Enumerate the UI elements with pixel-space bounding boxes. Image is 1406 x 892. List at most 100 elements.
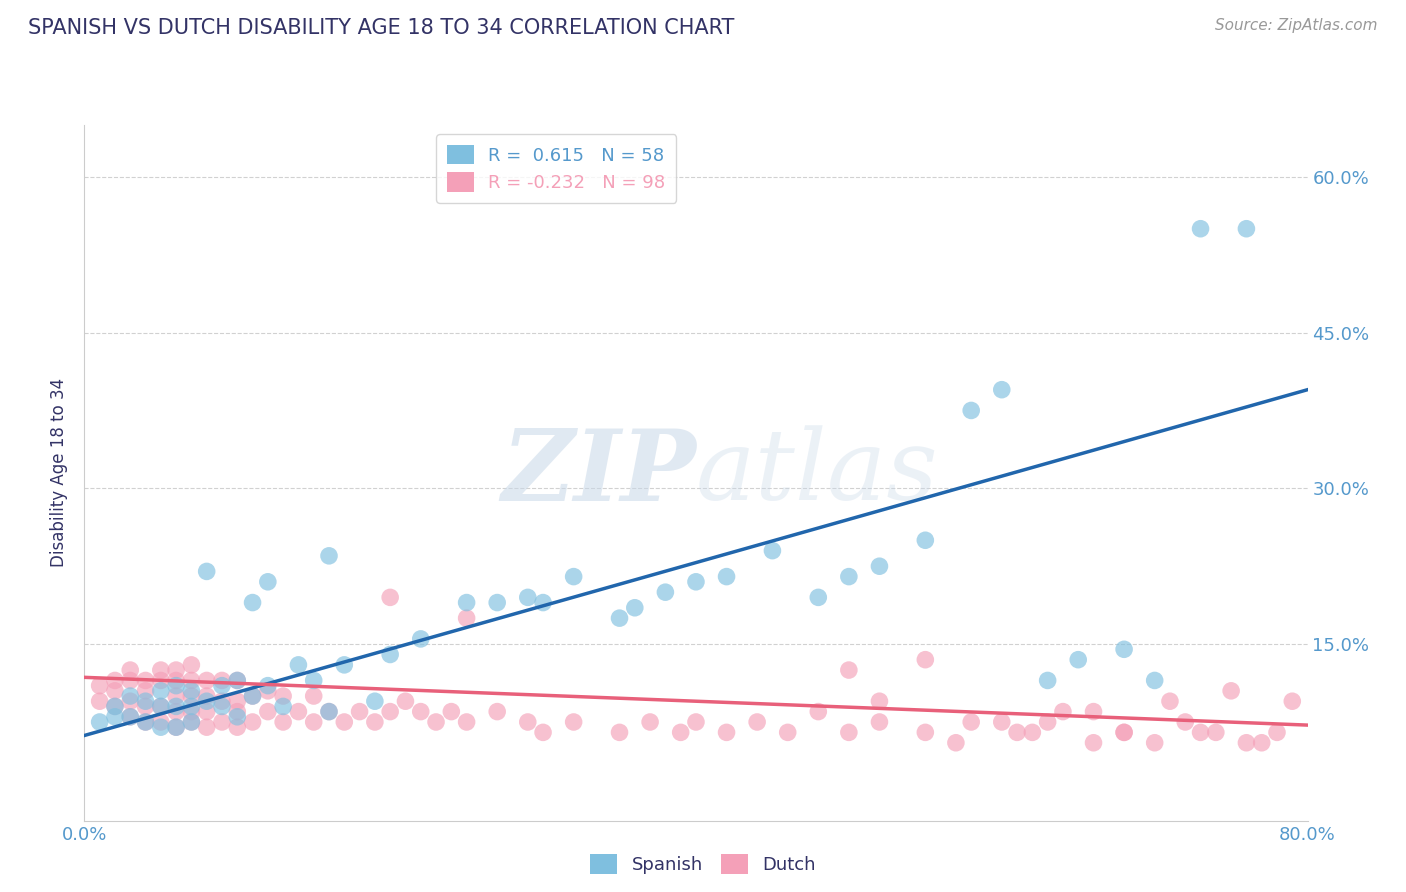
Point [1265, 725, 1288, 739]
Point [960, 403, 983, 417]
Point [638, 714, 661, 729]
Point [1189, 725, 1212, 739]
Point [1083, 736, 1105, 750]
Point [716, 569, 738, 583]
Point [1114, 725, 1136, 739]
Point [104, 673, 127, 688]
Point [394, 694, 416, 708]
Point [456, 611, 478, 625]
Point [104, 710, 127, 724]
Point [211, 714, 233, 729]
Point [1205, 725, 1227, 739]
Point [149, 673, 172, 688]
Y-axis label: Disability Age 18 to 34: Disability Age 18 to 34 [51, 378, 69, 567]
Point [807, 705, 830, 719]
Point [135, 714, 157, 729]
Point [180, 689, 202, 703]
Point [869, 559, 891, 574]
Point [869, 714, 891, 729]
Point [914, 533, 936, 548]
Point [609, 725, 631, 739]
Point [807, 591, 830, 605]
Point [211, 699, 233, 714]
Point [104, 699, 127, 714]
Point [195, 720, 218, 734]
Point [242, 596, 264, 610]
Point [1220, 683, 1243, 698]
Point [226, 694, 249, 708]
Point [120, 710, 142, 724]
Point [89, 694, 111, 708]
Point [180, 657, 202, 672]
Point [271, 714, 294, 729]
Point [333, 657, 356, 672]
Point [226, 710, 249, 724]
Point [242, 714, 264, 729]
Point [180, 673, 202, 688]
Point [380, 591, 402, 605]
Point [149, 720, 172, 734]
Point [747, 714, 769, 729]
Point [180, 699, 202, 714]
Point [562, 569, 585, 583]
Point [486, 596, 509, 610]
Point [1236, 736, 1258, 750]
Point [135, 694, 157, 708]
Point [838, 569, 860, 583]
Point [271, 699, 294, 714]
Point [318, 705, 340, 719]
Point [89, 714, 111, 729]
Point [1189, 221, 1212, 235]
Point [302, 714, 325, 729]
Point [531, 725, 554, 739]
Point [104, 699, 127, 714]
Point [838, 663, 860, 677]
Point [226, 720, 249, 734]
Legend: Spanish, Dutch: Spanish, Dutch [583, 847, 823, 881]
Point [104, 683, 127, 698]
Point [624, 600, 647, 615]
Point [257, 574, 280, 589]
Point [409, 632, 432, 646]
Point [135, 714, 157, 729]
Point [135, 673, 157, 688]
Point [1052, 705, 1074, 719]
Point [1281, 694, 1303, 708]
Legend: R =  0.615   N = 58, R = -0.232   N = 98: R = 0.615 N = 58, R = -0.232 N = 98 [436, 134, 676, 202]
Point [257, 679, 280, 693]
Point [149, 663, 172, 677]
Point [120, 689, 142, 703]
Point [440, 705, 463, 719]
Point [195, 689, 218, 703]
Point [302, 673, 325, 688]
Text: atlas: atlas [696, 425, 939, 520]
Point [516, 714, 538, 729]
Point [516, 591, 538, 605]
Point [120, 710, 142, 724]
Point [380, 705, 402, 719]
Point [180, 714, 202, 729]
Point [226, 705, 249, 719]
Point [1143, 736, 1166, 750]
Point [562, 714, 585, 729]
Point [1174, 714, 1197, 729]
Point [165, 699, 187, 714]
Point [1114, 642, 1136, 657]
Point [991, 714, 1014, 729]
Point [149, 714, 172, 729]
Point [380, 648, 402, 662]
Point [869, 694, 891, 708]
Point [257, 705, 280, 719]
Point [120, 694, 142, 708]
Point [211, 679, 233, 693]
Point [991, 383, 1014, 397]
Point [1067, 653, 1090, 667]
Point [242, 689, 264, 703]
Point [486, 705, 509, 719]
Point [195, 565, 218, 579]
Point [1083, 705, 1105, 719]
Point [654, 585, 676, 599]
Point [211, 673, 233, 688]
Point [1114, 725, 1136, 739]
Point [685, 714, 707, 729]
